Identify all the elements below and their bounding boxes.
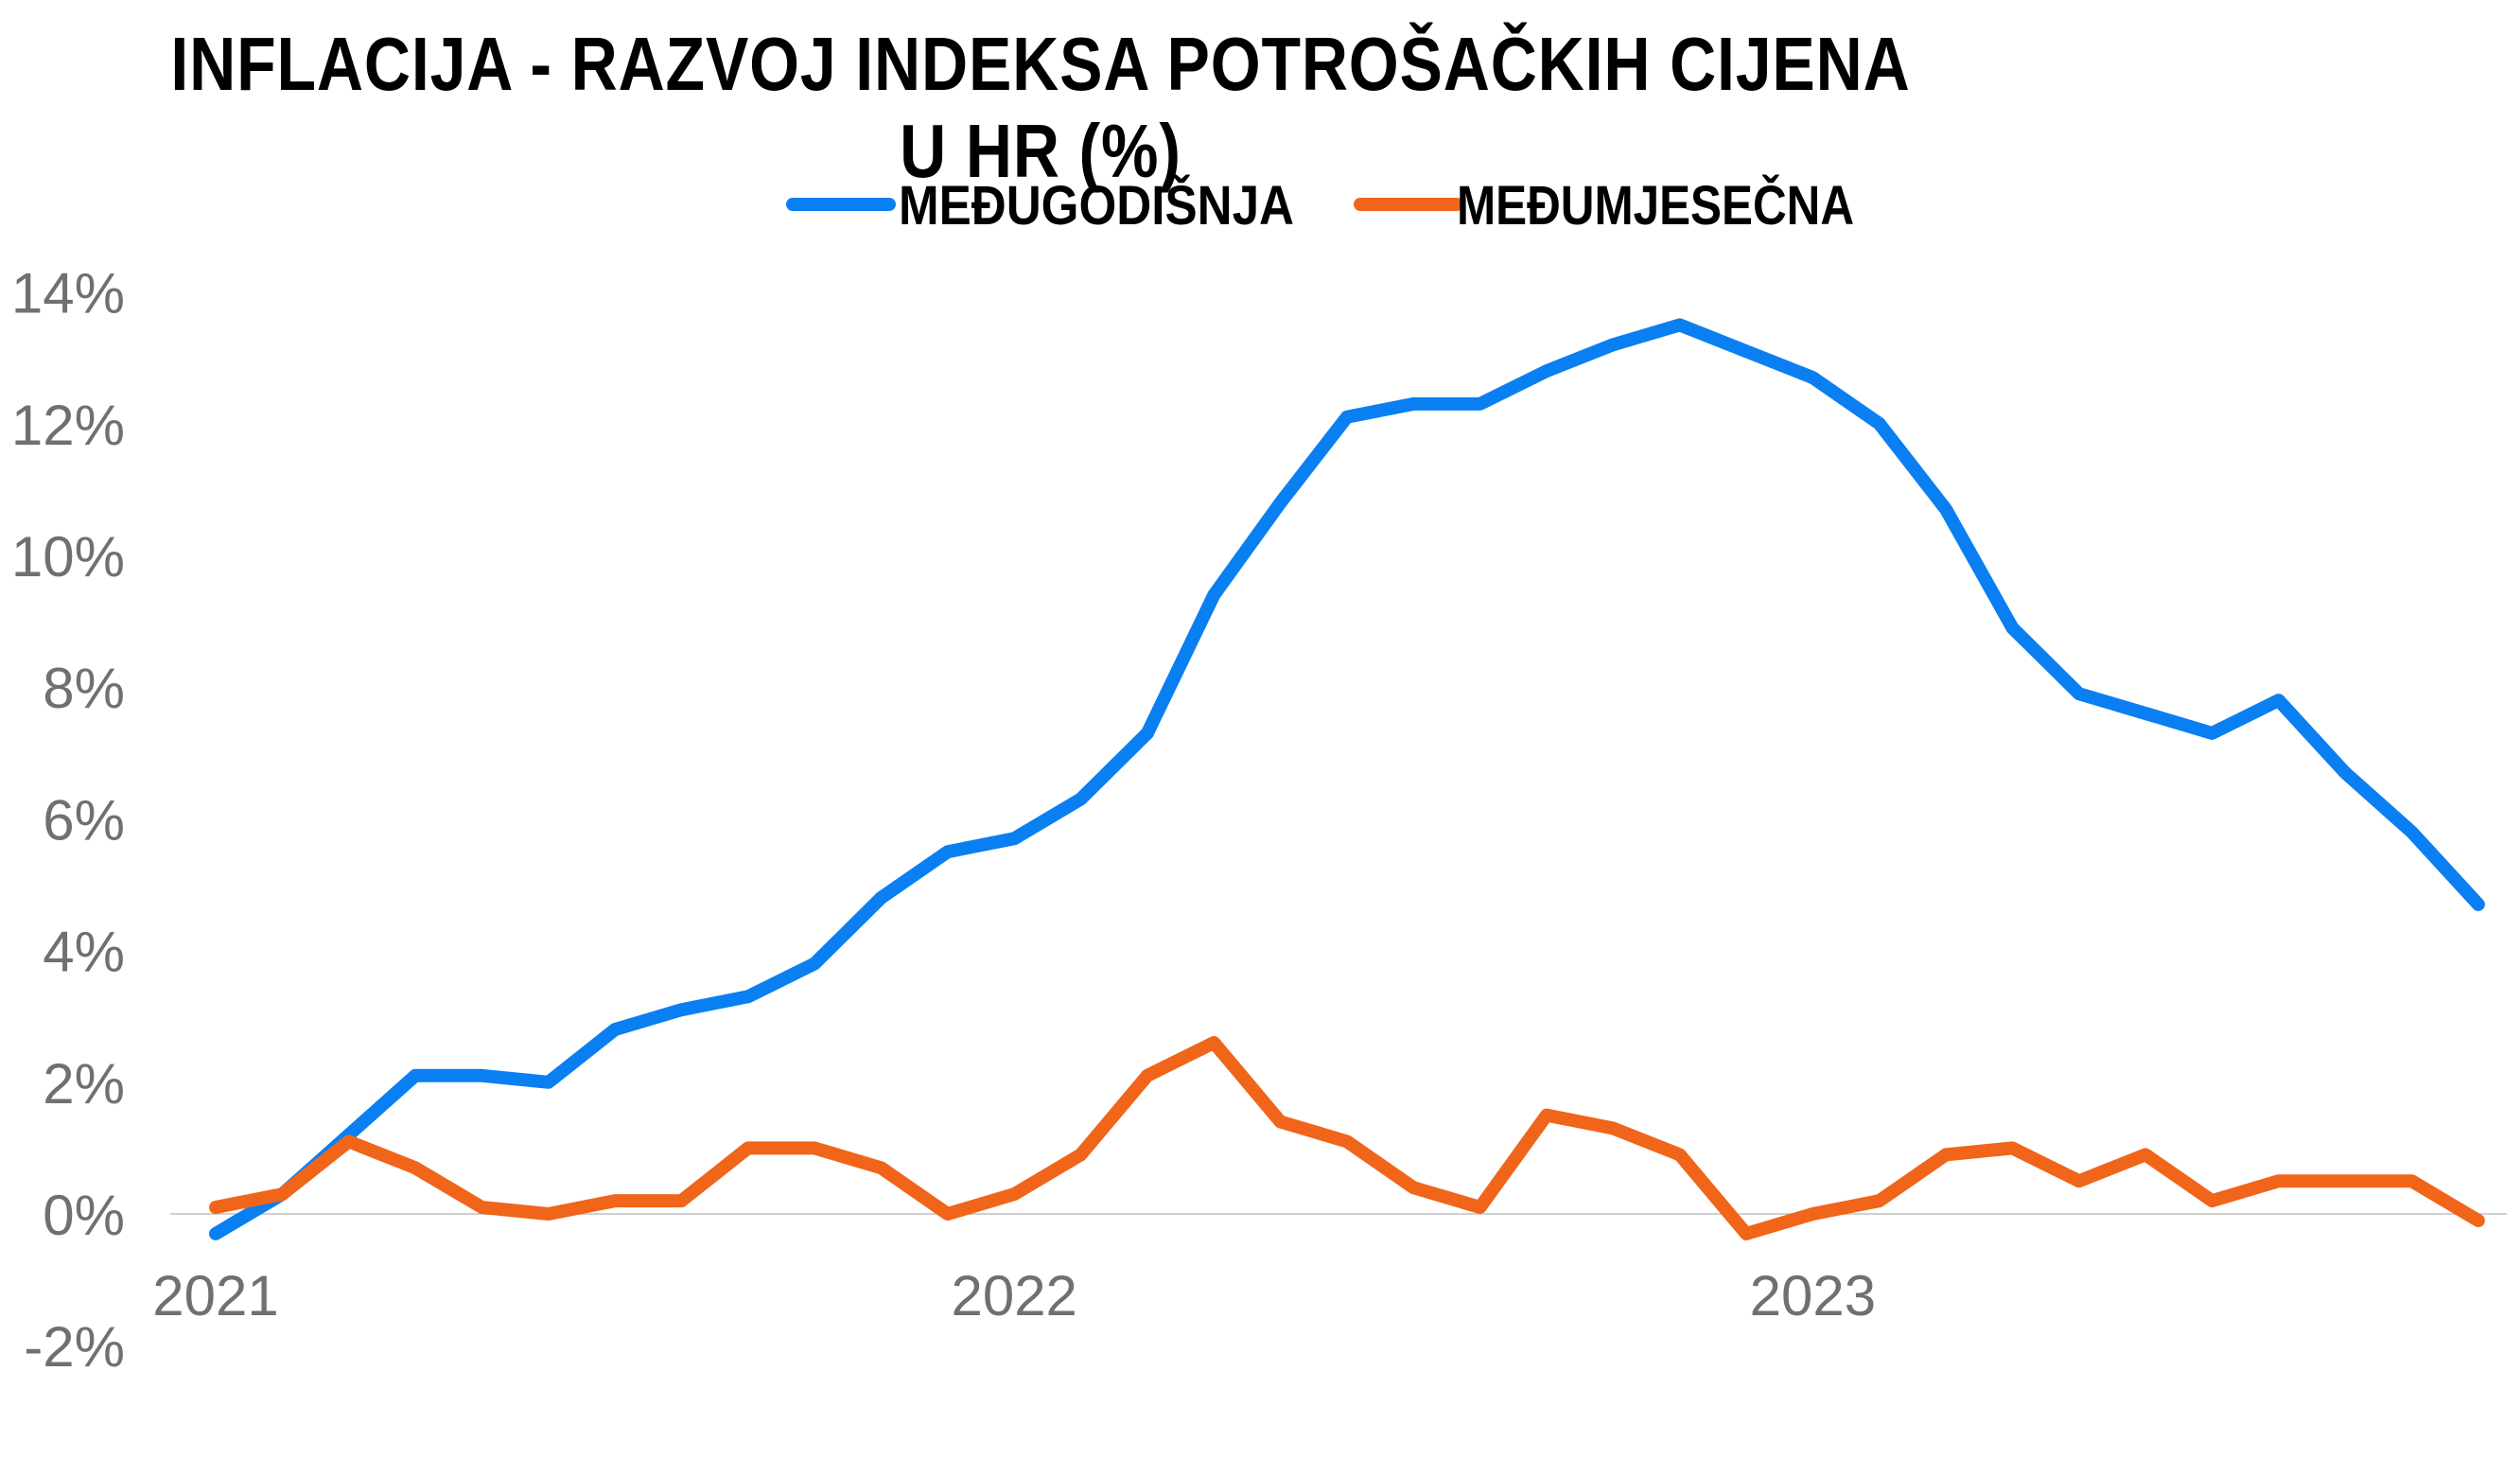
y-tick-label: 2% — [43, 1052, 125, 1116]
legend-label: MEĐUMJESEČNA — [1457, 175, 1854, 237]
x-tick-label: 2022 — [951, 1264, 1076, 1327]
x-tick-label: 2023 — [1750, 1264, 1876, 1327]
legend: MEĐUGODIŠNJA MEĐUMJESEČNA — [786, 175, 1854, 237]
chart-title: INFLACIJA - RAZVOJ INDEKSA POTROŠAČKIH C… — [170, 22, 1911, 193]
y-tick-label: 14% — [11, 262, 125, 325]
y-tick-label: 12% — [11, 394, 125, 457]
legend-item: MEĐUGODIŠNJA — [786, 175, 1294, 237]
y-axis-ticks: 14% 12% 10% 8% 6% 4% 2% 0% -2% — [11, 262, 125, 1380]
y-tick-label: 6% — [43, 788, 125, 852]
series-lines — [209, 318, 2485, 1240]
series-line-medugodisnja — [209, 318, 2485, 1240]
x-axis-ticks: 2021 2022 2023 — [152, 1264, 1876, 1327]
series-line-medumjesecna — [209, 1036, 2485, 1240]
legend-item: MEĐUMJESEČNA — [1354, 175, 1854, 237]
x-tick-label: 2021 — [152, 1264, 278, 1327]
y-tick-label: 10% — [11, 525, 125, 589]
y-tick-label: 8% — [43, 657, 125, 720]
y-tick-label: 0% — [43, 1184, 125, 1247]
y-tick-label: -2% — [24, 1315, 125, 1379]
legend-label: MEĐUGODIŠNJA — [899, 175, 1294, 237]
y-tick-label: 4% — [43, 921, 125, 984]
